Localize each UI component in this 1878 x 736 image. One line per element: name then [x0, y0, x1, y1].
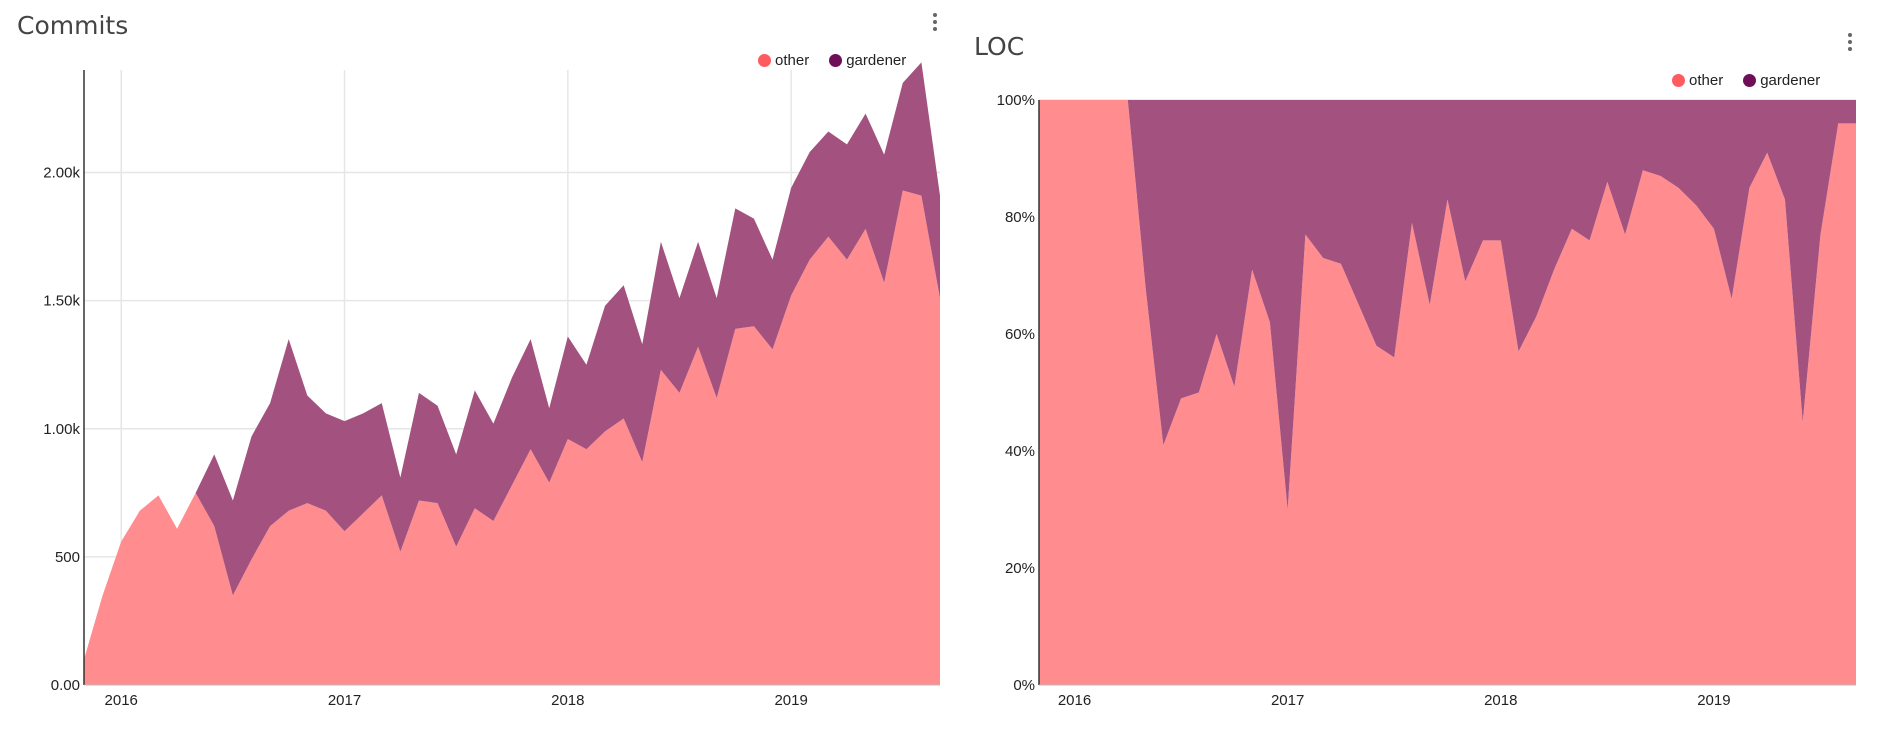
commits-legend-swatch-gardener — [829, 54, 843, 67]
x-tick-label: 2017 — [328, 692, 361, 709]
x-tick-label: 2016 — [1058, 692, 1091, 709]
y-tick-label: 40% — [1005, 443, 1035, 460]
area-gardener — [1039, 100, 1856, 510]
commits-legend-label-other: other — [775, 52, 810, 69]
commits-chart: 0.00 500 1.00k 1.50k 2.00k 2016 2017 2018 2019 — [43, 62, 940, 709]
loc-chart: 0% 20% 40% 60% 80% 100% 2016 2017 2018 2019 — [997, 92, 1856, 709]
commits-legend-item-gardener[interactable]: gardener — [829, 52, 906, 69]
y-tick-label: 0.00 — [51, 677, 80, 694]
area-other — [1039, 100, 1856, 685]
y-tick-label: 1.50k — [43, 293, 80, 310]
loc-menu-icon[interactable] — [1847, 33, 1853, 54]
y-tick-label: 1.00k — [43, 421, 80, 438]
x-tick-label: 2018 — [551, 692, 584, 709]
loc-panel: 0% 20% 40% 60% 80% 100% 2016 2017 2018 2019 LOC o… — [960, 0, 1878, 736]
loc-legend-item-other[interactable]: other — [1672, 72, 1723, 89]
x-tick-label: 2019 — [1697, 692, 1730, 709]
commits-title: Commits — [17, 11, 129, 40]
commits-legend-item-other[interactable]: other — [758, 52, 809, 69]
x-tick-label: 2016 — [105, 692, 138, 709]
y-tick-label: 0% — [1013, 677, 1035, 694]
commits-menu-icon[interactable] — [932, 13, 938, 34]
loc-title: LOC — [974, 32, 1025, 61]
x-tick-label: 2017 — [1271, 692, 1304, 709]
commits-legend: other gardener — [738, 52, 906, 69]
y-tick-label: 100% — [997, 92, 1035, 109]
loc-legend-swatch-other — [1672, 74, 1685, 87]
loc-legend: other gardener — [1652, 72, 1820, 89]
y-tick-label: 2.00k — [43, 165, 80, 182]
loc-legend-label-other: other — [1689, 72, 1724, 89]
y-tick-label: 20% — [1005, 560, 1035, 577]
y-tick-label: 60% — [1005, 326, 1035, 343]
x-tick-label: 2019 — [774, 692, 807, 709]
commits-panel: 0.00 500 1.00k 1.50k 2.00k 2016 2017 2018 2019 C… — [17, 11, 940, 709]
x-tick-label: 2018 — [1484, 692, 1517, 709]
loc-legend-swatch-gardener — [1743, 74, 1757, 87]
y-tick-label: 500 — [55, 549, 80, 566]
commits-legend-swatch-other — [758, 54, 771, 67]
commits-legend-label-gardener: gardener — [846, 52, 907, 69]
y-tick-label: 80% — [1005, 209, 1035, 226]
area-other — [84, 190, 940, 685]
loc-legend-label-gardener: gardener — [1760, 72, 1821, 89]
loc-legend-item-gardener[interactable]: gardener — [1743, 72, 1820, 89]
